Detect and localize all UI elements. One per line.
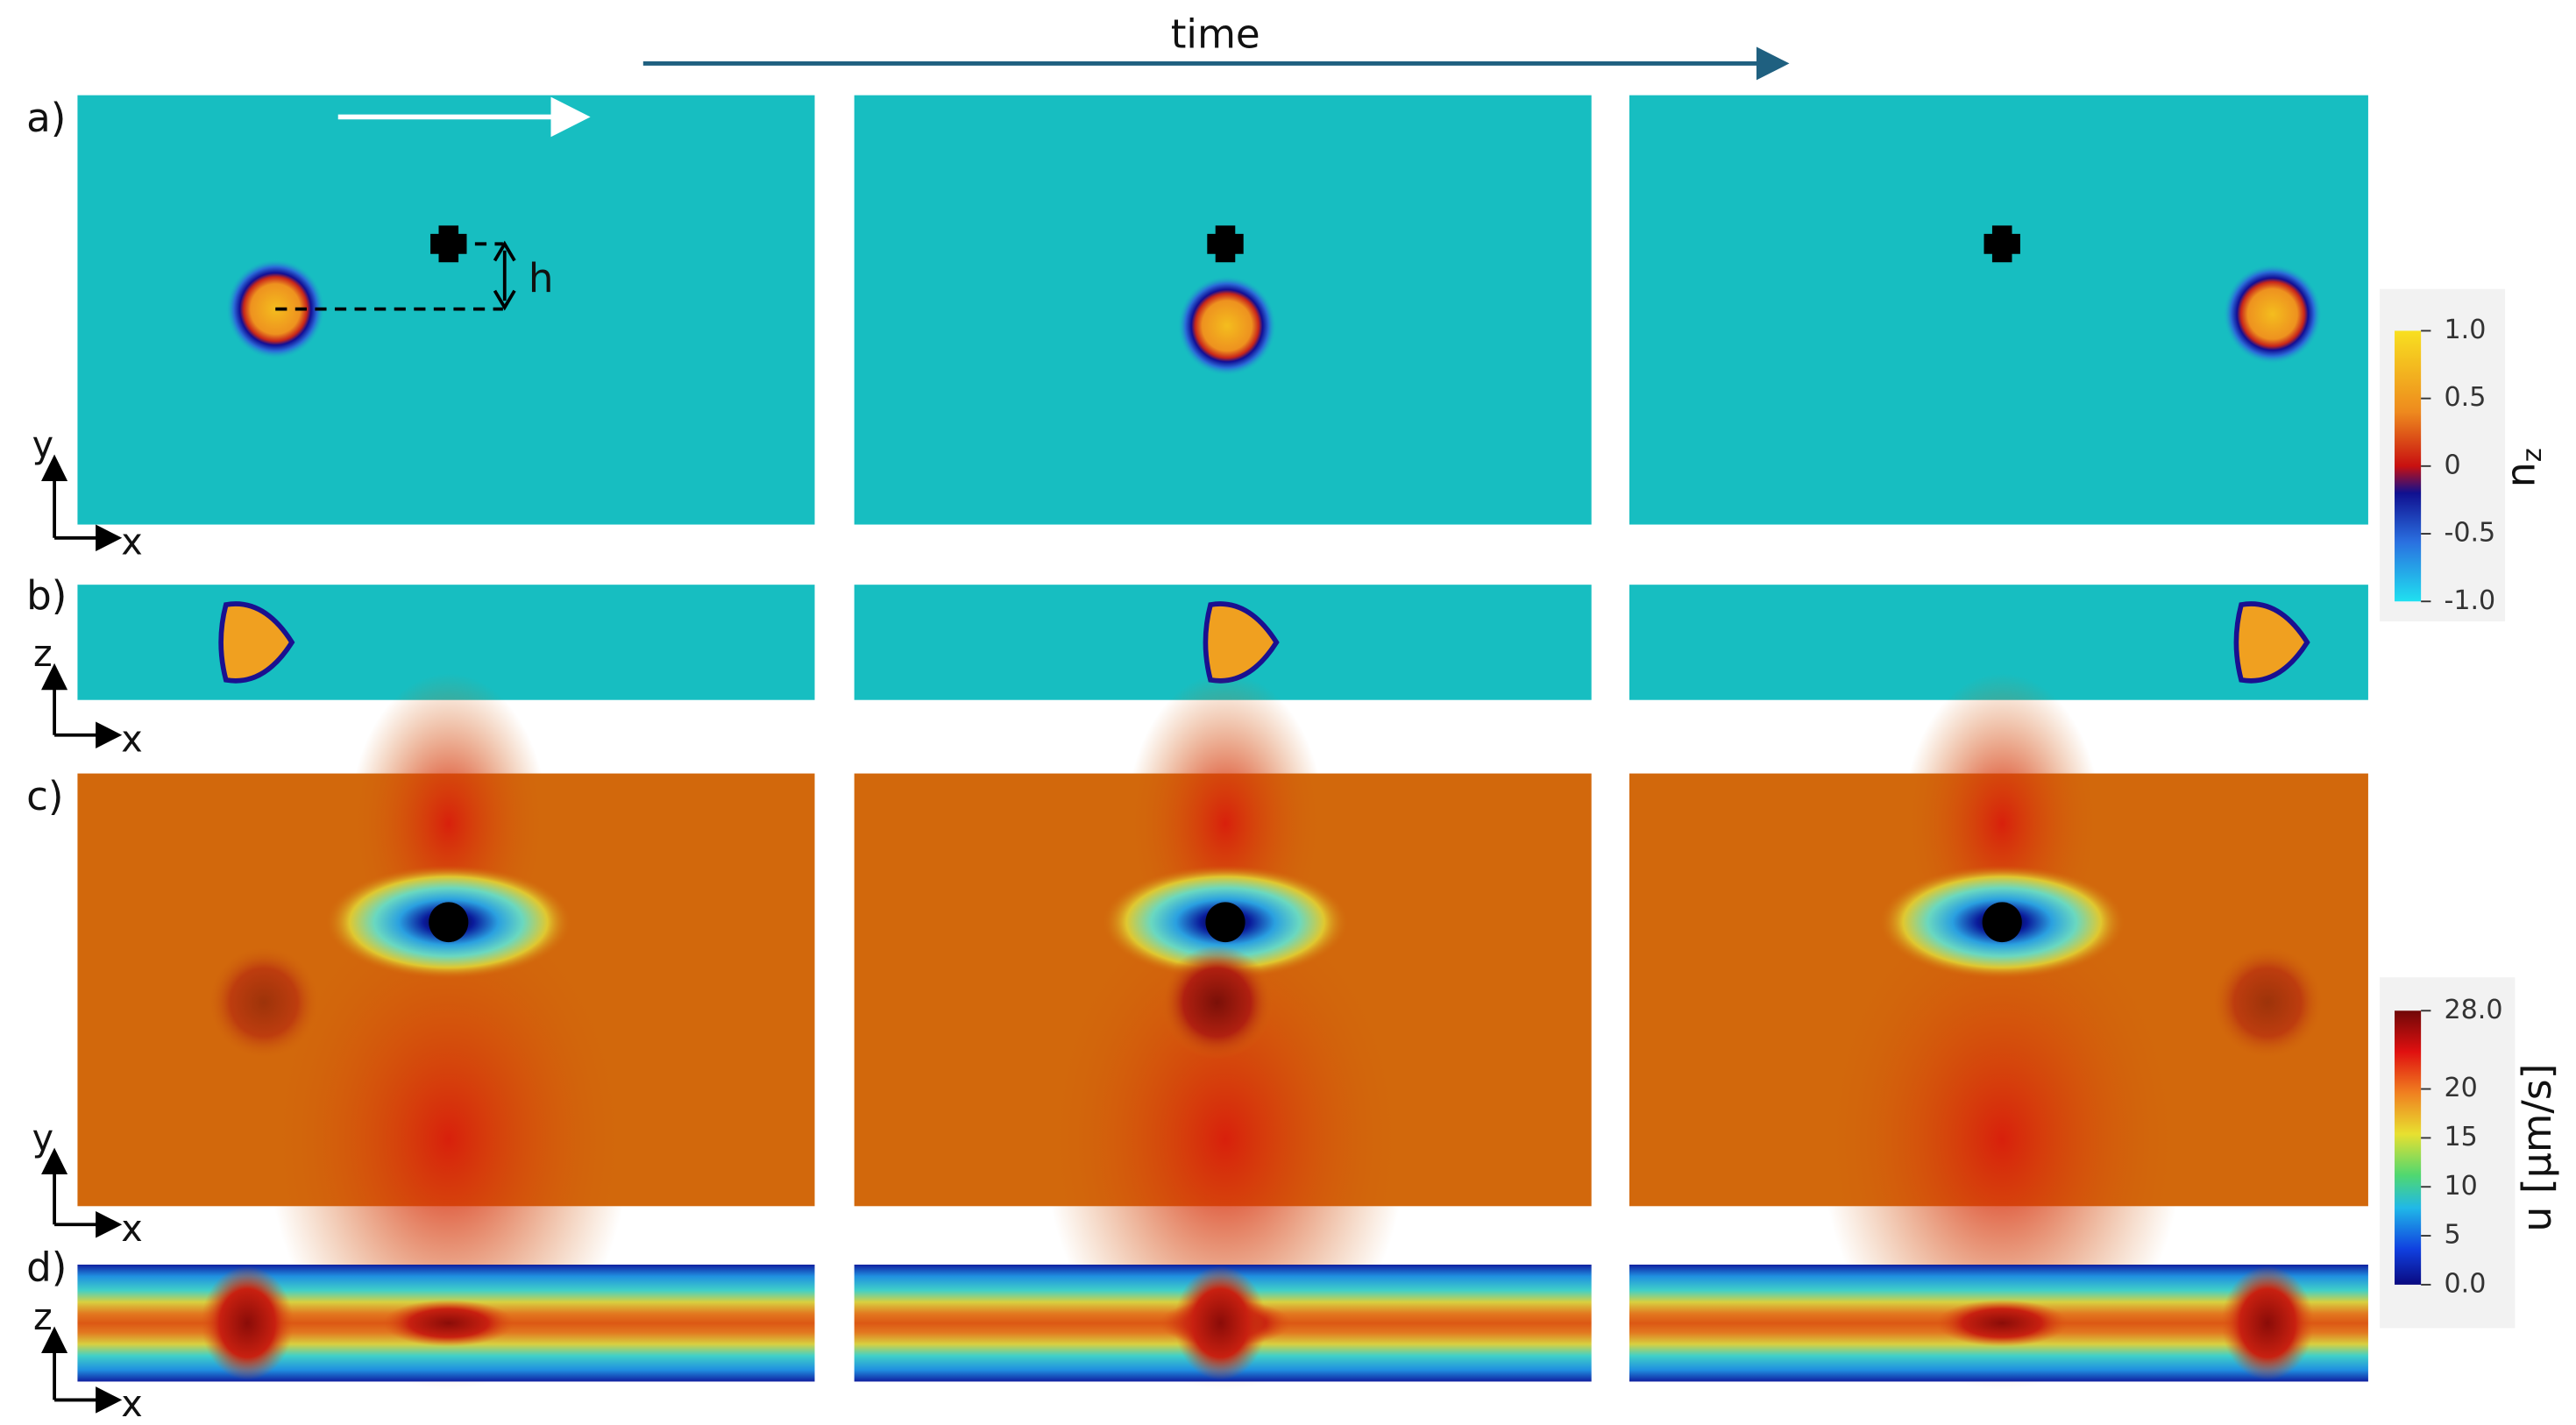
time-label: time bbox=[1171, 11, 1260, 57]
colorbar-tick-label: 28.0 bbox=[2444, 995, 2502, 1025]
droplet-side bbox=[1203, 601, 1280, 684]
droplet bbox=[2223, 264, 2323, 365]
colorbar-label: u [μm/s] bbox=[2514, 1064, 2560, 1232]
droplet-side bbox=[218, 601, 295, 684]
wake bbox=[2211, 945, 2324, 1060]
colorbar-tick-label: 0.0 bbox=[2444, 1268, 2486, 1299]
obstacle bbox=[1983, 225, 2020, 263]
droplet-blob bbox=[1174, 1265, 1267, 1380]
axis-label: x bbox=[121, 1207, 142, 1250]
panel-label: b) bbox=[26, 572, 67, 619]
center-blob bbox=[382, 1300, 515, 1347]
field-nz bbox=[77, 95, 815, 525]
droplet-side bbox=[2233, 601, 2310, 684]
axis-label: x bbox=[121, 1382, 142, 1425]
panel-label: d) bbox=[26, 1244, 67, 1290]
colorbar-label-text: n bbox=[2497, 462, 2544, 487]
axis-label: x bbox=[121, 717, 142, 760]
colorbar-u bbox=[2395, 1010, 2422, 1285]
wake bbox=[1160, 945, 1274, 1060]
axis-label: y bbox=[32, 423, 53, 466]
colorbar-tick-label: 15 bbox=[2444, 1122, 2477, 1152]
panels bbox=[77, 95, 2368, 1390]
colorbar-tick-label: 0.5 bbox=[2444, 382, 2486, 413]
wake bbox=[208, 945, 321, 1060]
axis-label: z bbox=[33, 632, 53, 675]
colorbar-tick-label: 1.0 bbox=[2444, 315, 2486, 345]
panel-label: c) bbox=[26, 772, 63, 819]
h-arrowheads bbox=[493, 240, 516, 311]
obstacle bbox=[1982, 902, 2022, 943]
colorbar-label-sub: z bbox=[2517, 448, 2548, 462]
droplet bbox=[1177, 275, 1277, 376]
axis-label: z bbox=[33, 1295, 53, 1338]
axis-label: y bbox=[32, 1117, 53, 1159]
colorbar-nz bbox=[2395, 330, 2422, 602]
colorbar-tick-label: -1.0 bbox=[2444, 585, 2495, 616]
obstacle bbox=[1205, 902, 1245, 943]
obstacle bbox=[1207, 225, 1244, 263]
colorbar-tick-label: 0 bbox=[2444, 450, 2460, 480]
colorbar-tick-label: -0.5 bbox=[2444, 517, 2495, 548]
obstacle bbox=[429, 902, 469, 943]
droplet-blob bbox=[2221, 1265, 2314, 1380]
h-label: h bbox=[529, 255, 554, 301]
colorbar-tick-label: 5 bbox=[2444, 1219, 2460, 1250]
obstacle bbox=[430, 225, 467, 263]
axis-label: x bbox=[121, 520, 142, 563]
panel-label: a) bbox=[26, 95, 66, 141]
colorbar-tick-label: 20 bbox=[2444, 1073, 2477, 1103]
colorbar-tick-label: 10 bbox=[2444, 1171, 2477, 1202]
center-blob bbox=[1935, 1300, 2069, 1347]
droplet-blob bbox=[201, 1265, 294, 1380]
colorbar-label: nz bbox=[2497, 448, 2547, 487]
